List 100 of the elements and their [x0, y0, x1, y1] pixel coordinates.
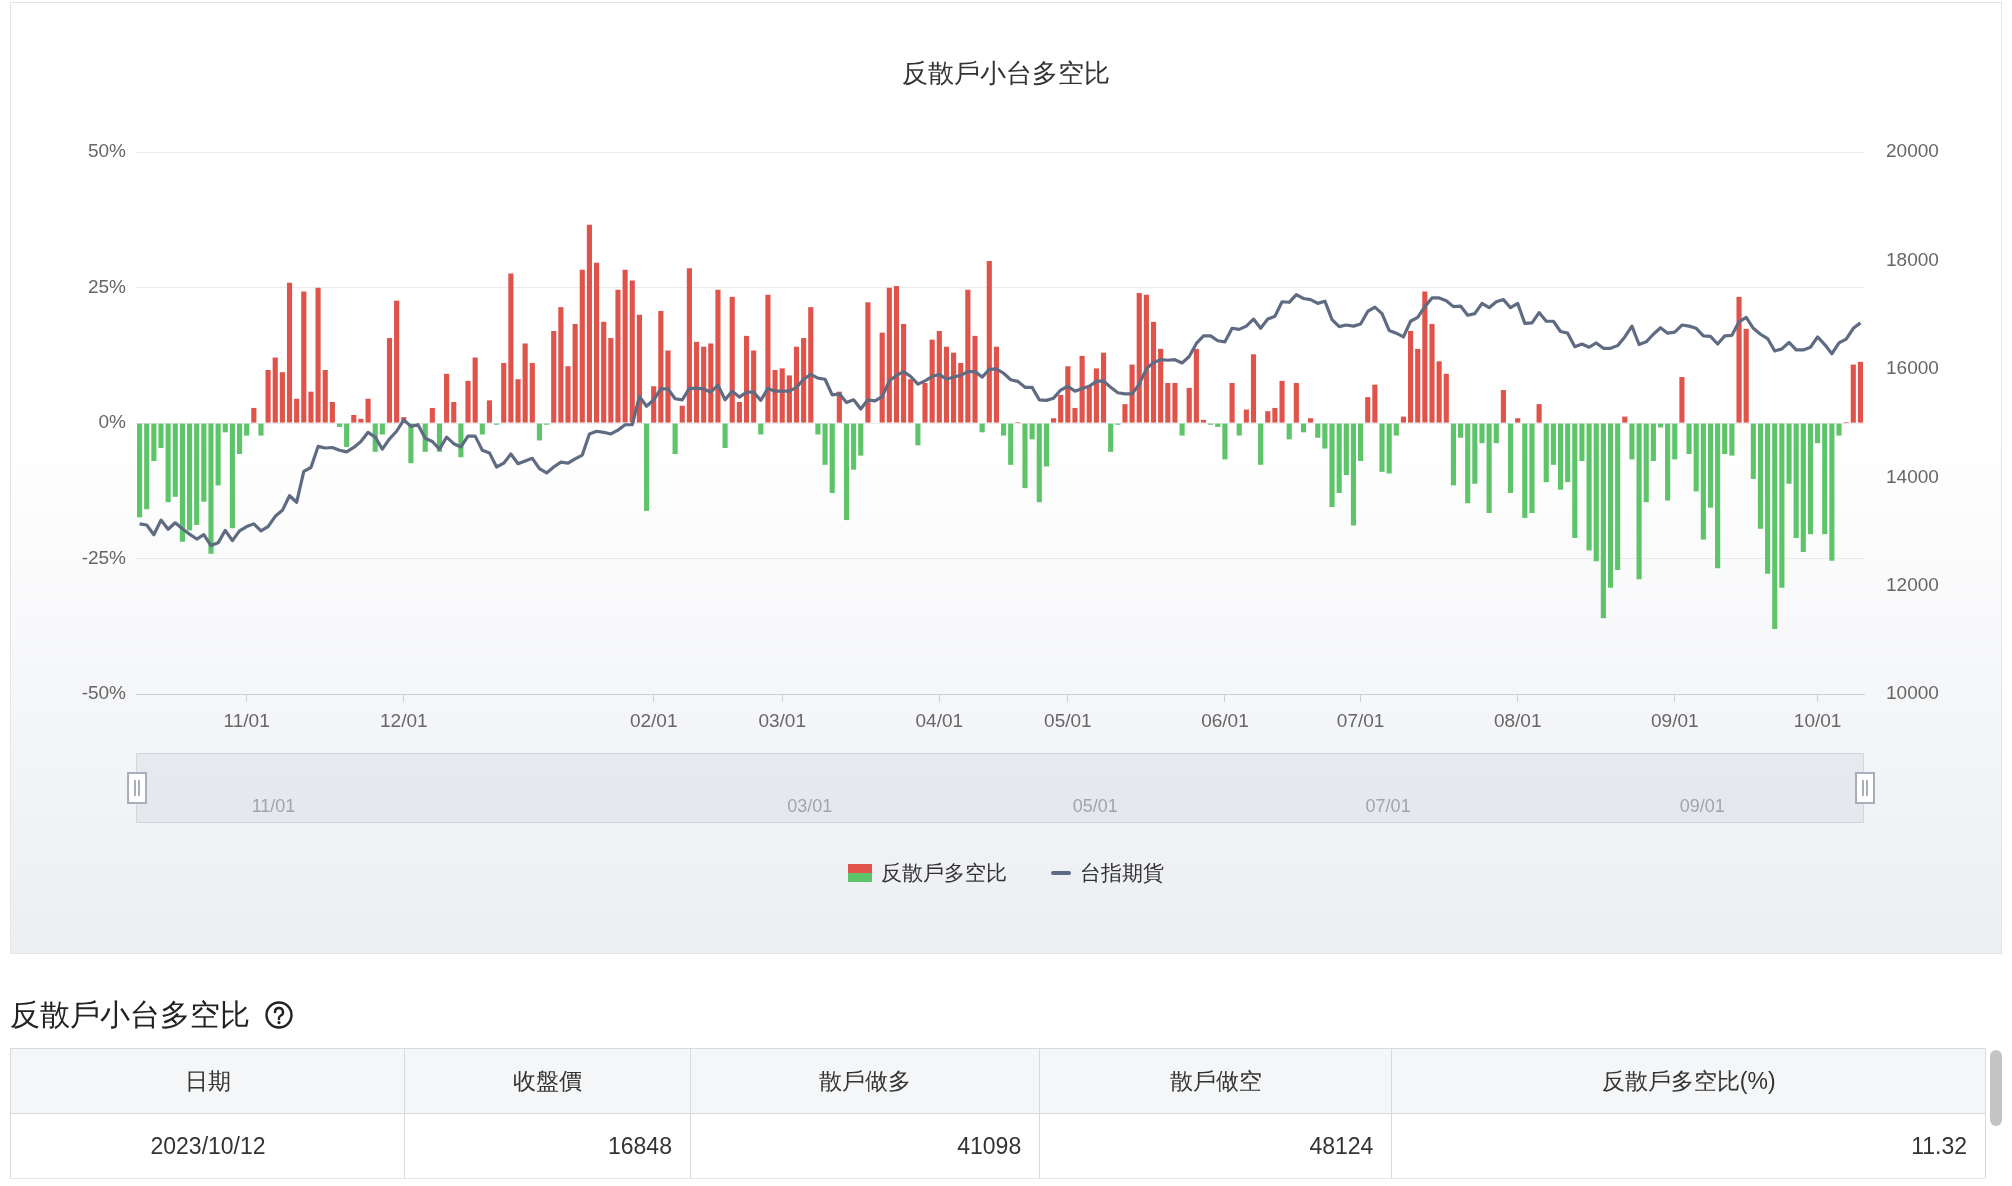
- bar: [1829, 423, 1835, 561]
- bar: [658, 310, 664, 423]
- bar: [1265, 411, 1271, 423]
- bar: [1857, 361, 1863, 423]
- bar: [1493, 423, 1499, 444]
- chart-title: 反散戶小台多空比: [902, 57, 1110, 88]
- bar: [1129, 364, 1135, 423]
- bar: [565, 366, 571, 423]
- bar: [1472, 423, 1478, 484]
- bar: [329, 401, 335, 423]
- x-tick-label: 05/01: [1044, 709, 1092, 731]
- bar: [215, 423, 221, 486]
- bar: [1336, 423, 1342, 493]
- category-label: 散戶做多: [690, 1048, 1040, 1114]
- bar: [951, 352, 957, 423]
- bar: [1250, 354, 1257, 423]
- bar: [1122, 404, 1128, 423]
- bar: [1093, 368, 1099, 423]
- bar: [1529, 423, 1535, 514]
- x-tick-label: 12/01: [380, 709, 428, 731]
- bar: [558, 307, 564, 423]
- bar: [893, 286, 900, 423]
- bar: [1536, 404, 1542, 423]
- bar: [622, 269, 628, 423]
- bar: [1486, 423, 1492, 514]
- x-tick-label: 07/01: [1336, 709, 1385, 731]
- bar: [679, 405, 685, 423]
- text: 16848: [404, 1113, 691, 1179]
- bar: [1072, 407, 1078, 423]
- bar: [1600, 423, 1606, 619]
- legend-label: 台指期貨: [1080, 860, 1164, 886]
- bar: [993, 346, 999, 423]
- bar: [1565, 423, 1571, 483]
- bar: [1607, 423, 1614, 588]
- bar: [1515, 418, 1521, 423]
- bar: [1065, 366, 1071, 423]
- bar: [1586, 423, 1592, 551]
- bar: [865, 302, 871, 423]
- bar: [1722, 423, 1728, 454]
- bar: [165, 423, 171, 503]
- bar: [808, 307, 814, 423]
- bar: [1286, 423, 1292, 440]
- bar: [686, 268, 692, 423]
- bar: [1001, 423, 1007, 436]
- bar: [965, 289, 971, 423]
- x-tick-label: 04/01: [915, 709, 964, 731]
- text: 48124: [1039, 1113, 1392, 1179]
- text: 11.32: [1391, 1113, 1986, 1179]
- bar: [1322, 423, 1328, 449]
- text: 反散戶小台多空比: [10, 996, 250, 1033]
- y2-tick-label: 16000: [1886, 357, 1939, 379]
- bar: [1507, 423, 1514, 493]
- bar: [272, 357, 278, 423]
- bar: [672, 423, 678, 454]
- bar: [236, 423, 243, 454]
- bar: [1700, 423, 1706, 540]
- bar: [1772, 423, 1778, 629]
- bar: [294, 398, 300, 423]
- bar: [1086, 386, 1092, 423]
- bar: [1179, 423, 1185, 436]
- bar: [643, 423, 650, 511]
- bar: [1372, 384, 1378, 423]
- y2-tick-label: 18000: [1886, 248, 1939, 270]
- bar: [743, 335, 750, 423]
- bar: [958, 362, 964, 423]
- bar: [1622, 416, 1628, 423]
- bar: [701, 346, 707, 423]
- bar: [1465, 423, 1471, 504]
- bar: [772, 370, 778, 423]
- bar: [1629, 423, 1635, 460]
- bar: [1050, 418, 1057, 423]
- bar: [451, 401, 457, 423]
- bar: [908, 379, 914, 423]
- bar: [1800, 423, 1806, 553]
- bar: [208, 423, 214, 554]
- bar: [1500, 390, 1506, 423]
- bar: [715, 289, 721, 423]
- bar: [751, 350, 757, 423]
- x-tick-label: 09/01: [1651, 709, 1699, 731]
- bar: [729, 296, 735, 423]
- bar: [1643, 423, 1649, 503]
- bar: [1579, 423, 1585, 462]
- y-tick-label: -50%: [81, 682, 127, 704]
- bar: [1043, 423, 1049, 467]
- bar: [1686, 423, 1692, 454]
- bar: [972, 335, 978, 423]
- bar: [1543, 423, 1549, 483]
- bar: [322, 370, 328, 423]
- bar: [1136, 293, 1142, 423]
- bar: [465, 380, 471, 423]
- text: 41098: [690, 1113, 1040, 1179]
- bar: [879, 332, 885, 423]
- bar: [1715, 423, 1721, 569]
- bar: [765, 294, 771, 423]
- bar: [1429, 323, 1435, 423]
- bar: [1279, 380, 1285, 423]
- bar: [508, 273, 514, 423]
- bar: [858, 423, 864, 456]
- bar: [365, 398, 371, 423]
- bar: [1786, 423, 1792, 484]
